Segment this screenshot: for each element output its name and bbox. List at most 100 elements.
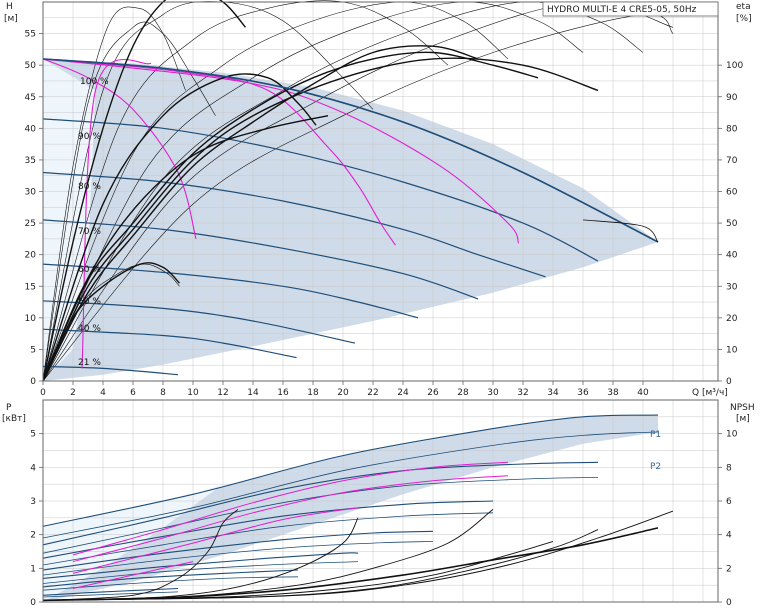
p1-curve-5 bbox=[42, 552, 359, 579]
p2-curve-7 bbox=[42, 591, 179, 598]
flow-tick-label: 28 bbox=[457, 388, 469, 398]
head-tick-label: 25 bbox=[25, 219, 36, 229]
eta-tick-label: 100 bbox=[726, 61, 743, 71]
flow-tick-label: 32 bbox=[517, 388, 528, 398]
speed-label-3: 80 % bbox=[78, 182, 101, 192]
flow-tick-label: 0 bbox=[40, 388, 46, 398]
eta-axis-unit: [%] bbox=[736, 14, 752, 24]
speed-curve-3 bbox=[42, 171, 546, 278]
limit-curve-1 bbox=[42, 58, 197, 240]
head-tick-label: 50 bbox=[25, 61, 37, 71]
npsh-main-curve bbox=[42, 527, 659, 602]
flow-tick-label: 24 bbox=[397, 388, 409, 398]
flow-tick-label: 6 bbox=[130, 388, 136, 398]
p1-curve-6 bbox=[42, 569, 299, 588]
low-flow-region bbox=[43, 58, 96, 382]
flow-tick-label: 40 bbox=[637, 388, 649, 398]
head-chart-axes: 0 2 4 6 8 10 12 14 16 18 20 22 24 26 28 30 32 34 36 38 40051… bbox=[25, 1, 743, 398]
power-limit-curve-4 bbox=[72, 561, 194, 589]
npsh-tick-label: 10 bbox=[726, 430, 738, 440]
head-tick-label: 5 bbox=[30, 345, 36, 355]
speed-curve-6 bbox=[42, 300, 356, 344]
eta-axis-label: eta bbox=[736, 2, 751, 12]
speed-label-6: 50 % bbox=[78, 297, 101, 307]
eta-tick-label: 70 bbox=[726, 156, 738, 166]
speed-curve-2 bbox=[42, 118, 599, 262]
p1-curve-2 bbox=[42, 461, 599, 546]
head-axis-label: H bbox=[6, 2, 13, 12]
limit-curve-4 bbox=[81, 59, 152, 369]
p1-curve-7 bbox=[42, 587, 179, 596]
flow-tick-label: 26 bbox=[427, 388, 439, 398]
flow-tick-label: 4 bbox=[100, 388, 106, 398]
power-chart-axes: 0 1 2 3 4 5 0 2 4 6 8 10 bbox=[30, 399, 738, 608]
thick-curve-5 bbox=[42, 45, 479, 382]
eta-tick-label: 30 bbox=[726, 282, 738, 292]
p2-curve-4 bbox=[42, 541, 434, 576]
head-tick-label: 40 bbox=[25, 124, 37, 134]
power-tick-label: 3 bbox=[30, 497, 36, 507]
head-tick-label: 55 bbox=[25, 30, 36, 40]
efficiency-curve-8 bbox=[42, 21, 216, 382]
max-curve bbox=[42, 58, 659, 243]
flow-axis-unit: [м³/ч] bbox=[702, 388, 728, 398]
efficiency-tail bbox=[582, 219, 659, 243]
power-tick-label: 5 bbox=[30, 430, 36, 440]
p2-label: P2 bbox=[650, 462, 661, 472]
flow-axis-label: Q bbox=[692, 388, 699, 398]
speed-curve-4 bbox=[42, 219, 479, 300]
p1-curve-1 bbox=[42, 414, 659, 527]
power-tick-label: 1 bbox=[30, 564, 36, 574]
npsh-curve-1 bbox=[42, 509, 239, 601]
thick-curve-7 bbox=[42, 57, 599, 382]
flow-tick-label: 34 bbox=[547, 388, 559, 398]
p2-curve-3 bbox=[42, 512, 494, 566]
npsh-axis-label: NPSH bbox=[730, 403, 755, 413]
eta-tick-label: 40 bbox=[726, 251, 738, 261]
head-tick-label: 15 bbox=[25, 282, 36, 292]
efficiency-curve-4 bbox=[42, 1, 584, 382]
power-chart-curves: P1 P2 bbox=[42, 414, 674, 602]
flow-tick-label: 22 bbox=[367, 388, 378, 398]
flow-tick-label: 38 bbox=[607, 388, 619, 398]
flow-tick-label: 30 bbox=[487, 388, 499, 398]
thick-curve-2 bbox=[42, 73, 317, 382]
speed-label-5: 60 % bbox=[78, 265, 101, 275]
head-tick-label: 35 bbox=[25, 156, 36, 166]
flow-tick-label: 18 bbox=[307, 388, 319, 398]
p1-curve-3 bbox=[42, 500, 494, 559]
flow-tick-label: 8 bbox=[160, 388, 166, 398]
flow-tick-label: 12 bbox=[217, 388, 228, 398]
power-limit-curve-1 bbox=[72, 461, 509, 556]
npsh-tick-label: 2 bbox=[726, 564, 732, 574]
limit-curve-2 bbox=[42, 58, 396, 246]
thick-curve-4 bbox=[42, 115, 329, 382]
eta-tick-label: 80 bbox=[726, 124, 738, 134]
head-tick-label: 10 bbox=[25, 314, 37, 324]
flow-tick-label: 10 bbox=[187, 388, 199, 398]
eta-tick-label: 0 bbox=[726, 377, 732, 387]
efficiency-curve-9 bbox=[42, 6, 186, 382]
limit-curve-3 bbox=[42, 58, 520, 244]
head-axis-unit: [м] bbox=[4, 14, 18, 24]
flow-tick-label: 16 bbox=[277, 388, 289, 398]
p2-curve-1 bbox=[42, 431, 659, 539]
speed-curve-7 bbox=[42, 328, 297, 359]
eta-tick-label: 50 bbox=[726, 219, 738, 229]
head-tick-label: 20 bbox=[25, 251, 37, 261]
power-axis-unit: [кВт] bbox=[2, 414, 26, 424]
head-tick-label: 45 bbox=[25, 93, 36, 103]
p1-label: P1 bbox=[650, 430, 661, 440]
eta-tick-label: 10 bbox=[726, 345, 738, 355]
npsh-tick-label: 4 bbox=[726, 531, 732, 541]
efficiency-curve-3 bbox=[42, 1, 509, 382]
power-axis-label: P bbox=[6, 403, 12, 413]
head-tick-label: 0 bbox=[30, 377, 36, 387]
npsh-tick-label: 8 bbox=[726, 463, 732, 473]
speed-label-1: 100 % bbox=[80, 77, 109, 87]
speed-label-7: 40 % bbox=[78, 324, 101, 334]
flow-tick-label: 14 bbox=[247, 388, 259, 398]
eta-tick-label: 20 bbox=[726, 314, 738, 324]
head-tick-label: 30 bbox=[25, 188, 37, 198]
